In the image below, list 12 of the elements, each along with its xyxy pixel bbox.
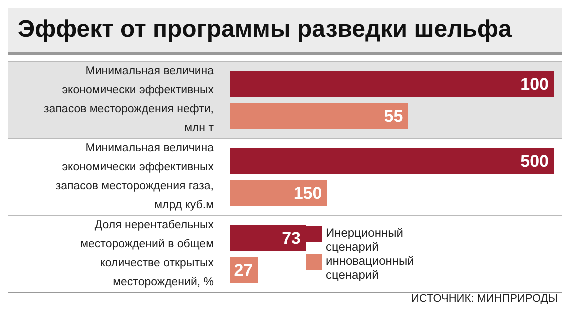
y-tick-label: Доля нерентабельных месторождений в общем количестве открытых месторождений, % [80,220,214,289]
data-label: 150 [294,184,322,204]
data-label: 73 [282,229,301,248]
data-label: 27 [234,261,254,280]
data-label: 500 [520,152,549,172]
y-tick-label: Минимальная величина экономически эффективных запасов месторождения нефти, млн т [44,66,215,135]
data-label: 100 [520,75,549,94]
text: ИСТОЧНИК: МИНПРИРОДЫ [8,292,562,305]
chart-title: Эффект от программы разведки шельфа [18,16,512,43]
y-tick-label: Минимальная величина экономически эффективных запасов месторождения газа, млрд куб.м [56,142,215,212]
legend-label: инновационный сценарий [326,254,416,282]
data-label: 55 [384,107,404,126]
